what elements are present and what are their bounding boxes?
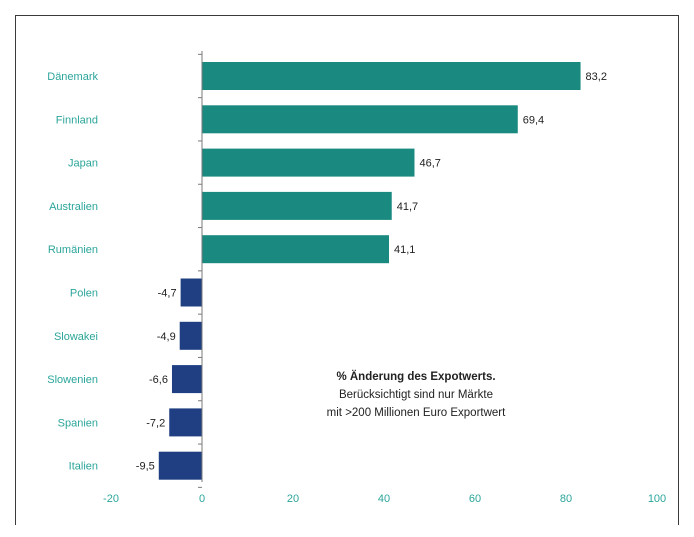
data-label: -6,6	[149, 374, 168, 386]
bar	[171, 365, 202, 394]
category-label: Slowenien	[47, 374, 98, 386]
bar	[202, 235, 390, 264]
category-label: Polen	[70, 288, 98, 300]
bar-chart: 83,2 Dänemark 69,4 Finnland 46,7 Japan 41,7 Aus…	[47, 51, 666, 505]
bar	[158, 451, 202, 480]
x-tick-label: 100	[648, 493, 666, 505]
x-tick-label: 60	[469, 493, 481, 505]
bar	[179, 321, 202, 350]
chart-annotation: % Änderung des Expotwerts. Berücksichtig…	[316, 368, 516, 422]
category-label: Slowakei	[54, 331, 98, 343]
annotation-line-2: mit >200 Millionen Euro Exportwert	[326, 407, 506, 419]
x-tick-label: 20	[287, 493, 299, 505]
category-label: Rumänien	[48, 244, 98, 256]
data-label: 41,7	[397, 201, 418, 213]
bar	[202, 62, 581, 90]
data-label: -7,2	[146, 417, 165, 429]
data-label: -9,5	[136, 461, 155, 473]
data-label: 41,1	[394, 244, 415, 256]
data-label: -4,9	[157, 331, 176, 343]
category-label: Spanien	[58, 417, 98, 429]
x-tick-label: 80	[560, 493, 572, 505]
data-label: 69,4	[523, 114, 544, 126]
bar	[202, 105, 518, 134]
annotation-line-1: Berücksichtigt sind nur Märkte	[338, 389, 494, 401]
category-label: Australien	[49, 201, 98, 213]
bar	[180, 278, 202, 307]
data-label: -4,7	[158, 288, 177, 300]
category-label: Dänemark	[47, 71, 98, 83]
data-label: 46,7	[419, 158, 440, 170]
annotation-title: % Änderung des Expotwerts.	[336, 371, 496, 383]
category-label: Finnland	[56, 114, 98, 126]
x-tick-label: 40	[378, 493, 390, 505]
bar	[169, 408, 202, 437]
x-tick-label: -20	[103, 493, 119, 505]
category-label: Japan	[68, 158, 98, 170]
data-label: 83,2	[586, 71, 607, 83]
bar	[202, 148, 415, 177]
category-label: Italien	[69, 461, 98, 473]
bar	[202, 191, 392, 220]
x-tick-label: 0	[199, 493, 205, 505]
chart-frame: 83,2 Dänemark 69,4 Finnland 46,7 Japan 41,7 Aus…	[15, 15, 679, 525]
